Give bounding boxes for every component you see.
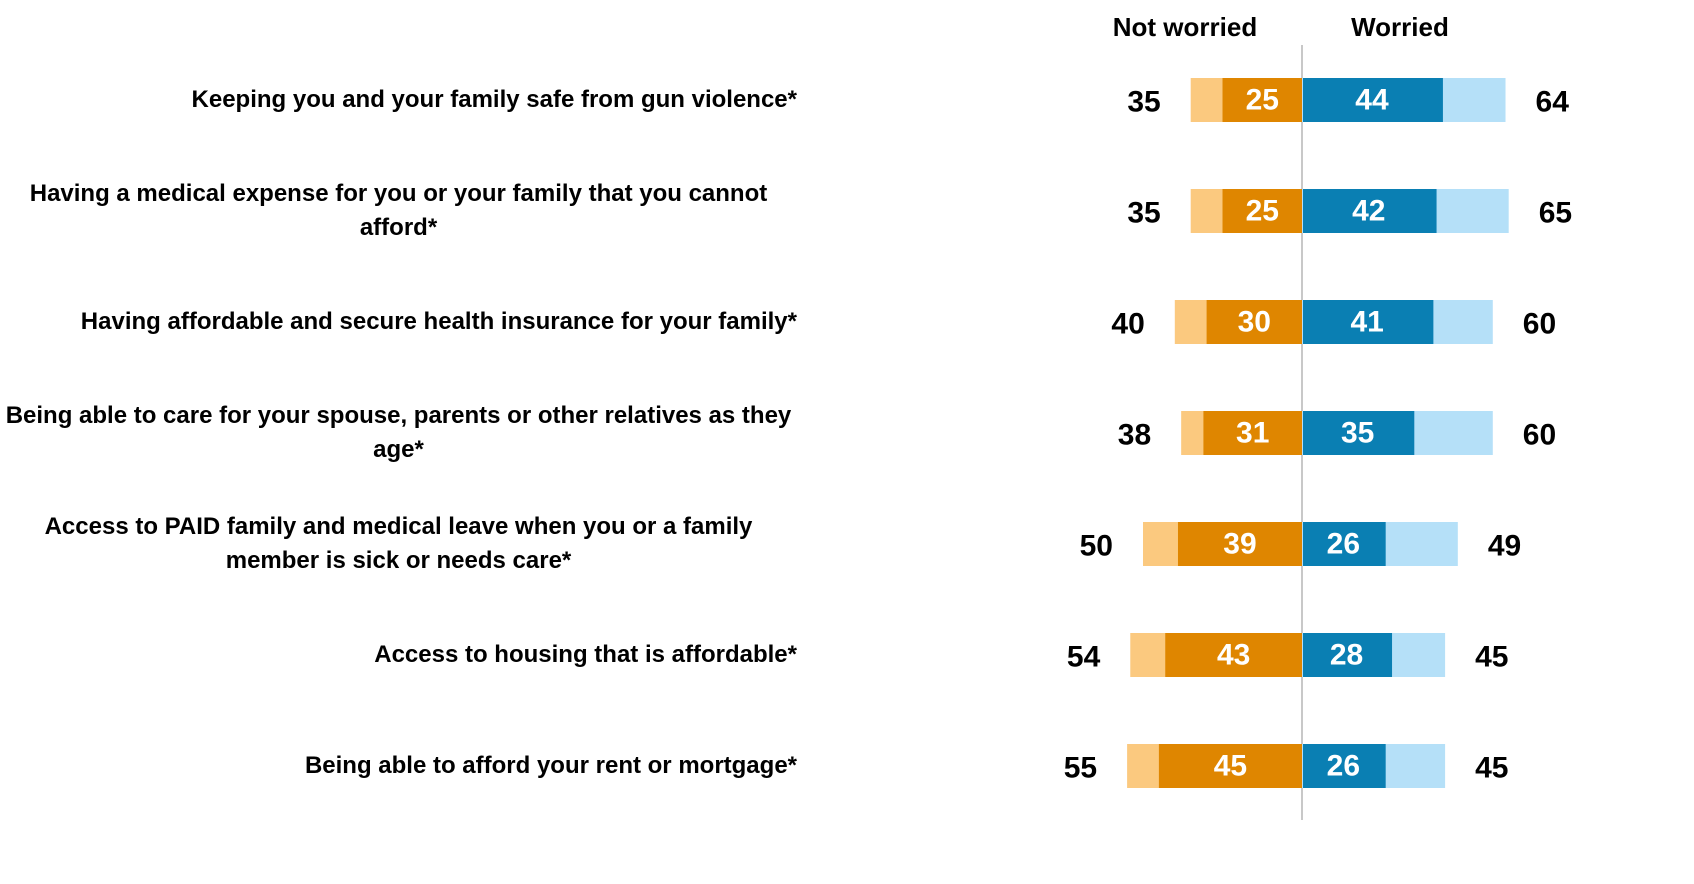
total-value-label: 60 [1523,308,1556,341]
legend-worried: Worried [1351,12,1449,42]
inner-value-label: 39 [1223,528,1256,561]
category-label: Having affordable and secure health insu… [80,308,797,335]
bar-inner [1303,522,1386,566]
bar-inner [1177,522,1302,566]
inner-value-label: 44 [1355,84,1389,117]
category-label: Access to PAID family and medical leave … [44,513,753,574]
inner-value-label: 26 [1327,750,1360,783]
total-value-label: 49 [1488,530,1521,563]
inner-value-label: 30 [1238,306,1271,339]
inner-value-label: 42 [1352,195,1385,228]
inner-value-label: 26 [1327,528,1360,561]
total-value-label: 55 [1064,752,1097,785]
bar-inner [1222,78,1302,122]
total-value-label: 35 [1127,86,1160,119]
bar-inner [1303,633,1393,677]
total-value-label: 35 [1127,197,1160,230]
legend-not-worried: Not worried [1113,12,1257,42]
bar-inner [1303,744,1386,788]
total-value-label: 64 [1536,86,1570,119]
total-value-label: 54 [1067,641,1101,674]
inner-value-label: 41 [1351,306,1384,339]
bar-inner [1303,189,1437,233]
bar-inner [1206,300,1302,344]
total-value-label: 65 [1539,197,1572,230]
inner-value-label: 28 [1330,639,1363,672]
inner-value-label: 25 [1246,84,1279,117]
bar-inner [1203,411,1302,455]
category-label: Having a medical expense for you or your… [29,180,768,241]
total-value-label: 45 [1475,752,1508,785]
total-value-label: 40 [1111,308,1144,341]
category-label: Keeping you and your family safe from gu… [191,86,797,113]
inner-value-label: 43 [1217,639,1250,672]
bar-inner [1303,78,1443,122]
inner-value-label: 25 [1246,195,1279,228]
inner-value-label: 45 [1214,750,1247,783]
category-label: Being able to afford your rent or mortga… [304,752,797,779]
bar-inner [1165,633,1302,677]
inner-value-label: 31 [1236,417,1269,450]
bar-inner [1303,411,1415,455]
bar-inner [1222,189,1302,233]
total-value-label: 45 [1475,641,1508,674]
inner-value-label: 35 [1341,417,1374,450]
bar-inner [1303,300,1434,344]
category-label: Access to housing that is affordable* [374,641,797,668]
bar-inner [1158,744,1302,788]
total-value-label: 38 [1118,419,1151,452]
category-label: Being able to care for your spouse, pare… [5,402,792,463]
total-value-label: 60 [1523,419,1556,452]
total-value-label: 50 [1080,530,1113,563]
